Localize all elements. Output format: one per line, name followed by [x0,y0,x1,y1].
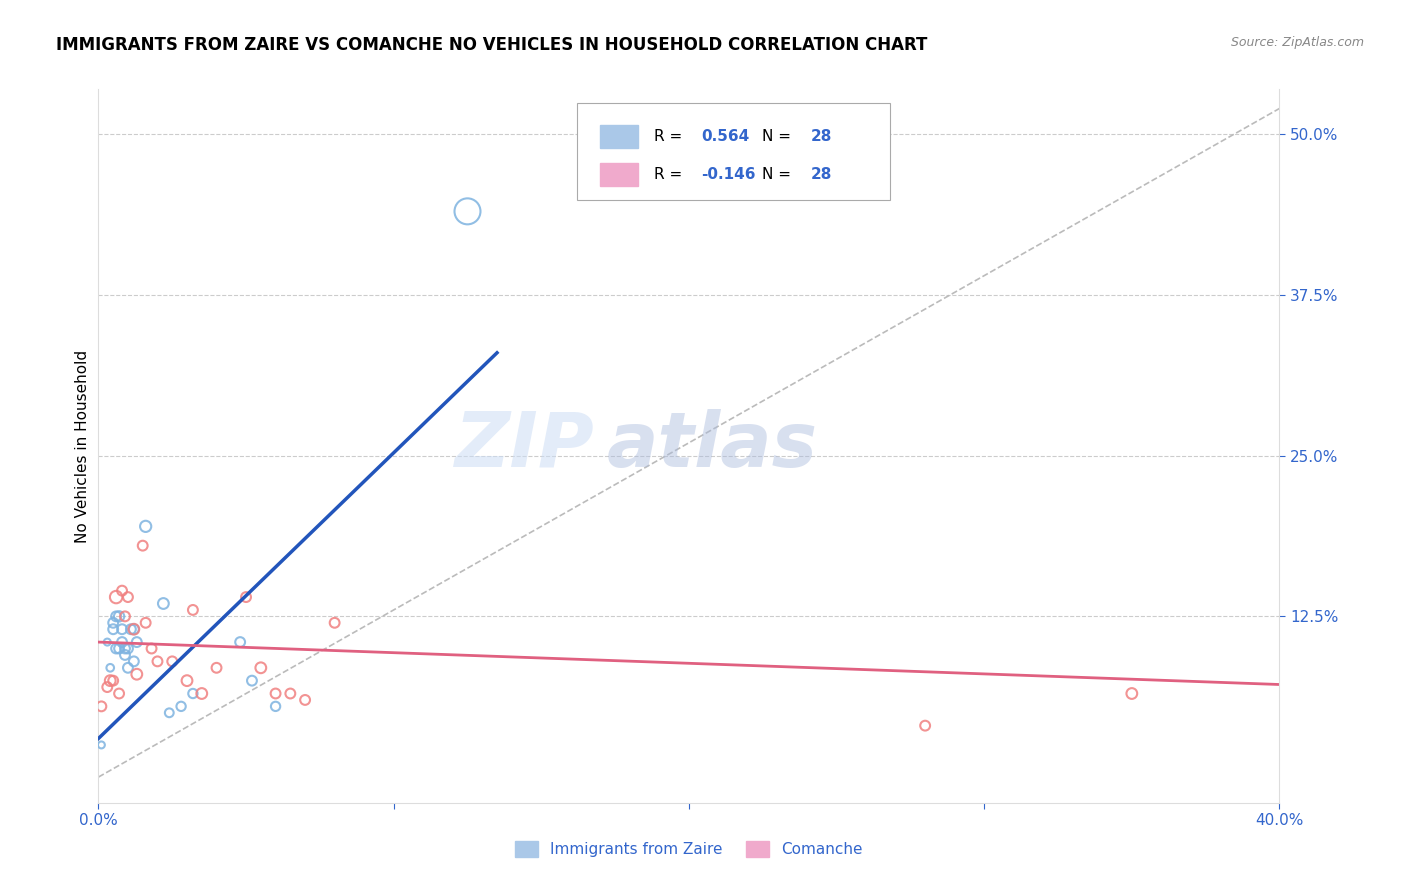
Text: 0.564: 0.564 [700,129,749,145]
Point [96,635,118,649]
Point [117,661,139,675]
Point [108,686,131,700]
Point [122,622,145,636]
Point [457,204,479,219]
Point [146,654,169,668]
Point [135,615,157,630]
Point [117,590,139,604]
Point [294,693,316,707]
Point [98,661,121,675]
Point [98,673,121,688]
FancyBboxPatch shape [600,163,638,186]
Text: N =: N = [762,167,796,182]
Text: Source: ZipAtlas.com: Source: ZipAtlas.com [1230,36,1364,49]
Text: N =: N = [762,129,796,145]
FancyBboxPatch shape [576,103,890,200]
Y-axis label: No Vehicles in Household: No Vehicles in Household [75,350,90,542]
Point [108,641,131,656]
Point [132,539,155,553]
Point [152,597,174,611]
Point [176,673,198,688]
Point [280,686,302,700]
Point [111,583,134,598]
FancyBboxPatch shape [600,126,638,148]
Point [125,667,148,681]
Point [250,661,273,675]
Legend: Immigrants from Zaire, Comanche: Immigrants from Zaire, Comanche [509,835,869,863]
Text: atlas: atlas [606,409,817,483]
Point [120,622,142,636]
Point [191,686,214,700]
Point [170,699,193,714]
Point [914,719,936,733]
Text: IMMIGRANTS FROM ZAIRE VS COMANCHE NO VEHICLES IN HOUSEHOLD CORRELATION CHART: IMMIGRANTS FROM ZAIRE VS COMANCHE NO VEH… [56,36,928,54]
Text: -0.146: -0.146 [700,167,755,182]
Point [264,699,287,714]
Point [181,603,204,617]
Point [235,590,257,604]
Text: R =: R = [654,129,686,145]
Point [162,654,183,668]
Point [122,654,145,668]
Point [125,635,148,649]
Point [157,706,180,720]
Point [108,609,131,624]
Point [114,641,136,656]
Point [103,615,125,630]
Point [96,680,118,694]
Point [105,641,128,656]
Point [111,635,134,649]
Point [103,622,125,636]
Point [122,622,145,636]
Point [229,635,252,649]
Point [103,673,125,688]
Point [105,590,128,604]
Point [141,641,163,656]
Text: 28: 28 [811,129,832,145]
Text: ZIP: ZIP [454,409,595,483]
Point [135,519,157,533]
Text: 28: 28 [811,167,832,182]
Point [114,609,136,624]
Point [181,686,204,700]
Point [111,622,134,636]
Point [105,609,128,624]
Point [114,648,136,662]
Point [1121,686,1143,700]
Point [205,661,228,675]
Point [264,686,287,700]
Point [240,673,263,688]
Text: R =: R = [654,167,686,182]
Point [117,641,139,656]
Point [90,738,112,752]
Point [90,699,112,714]
Point [323,615,346,630]
